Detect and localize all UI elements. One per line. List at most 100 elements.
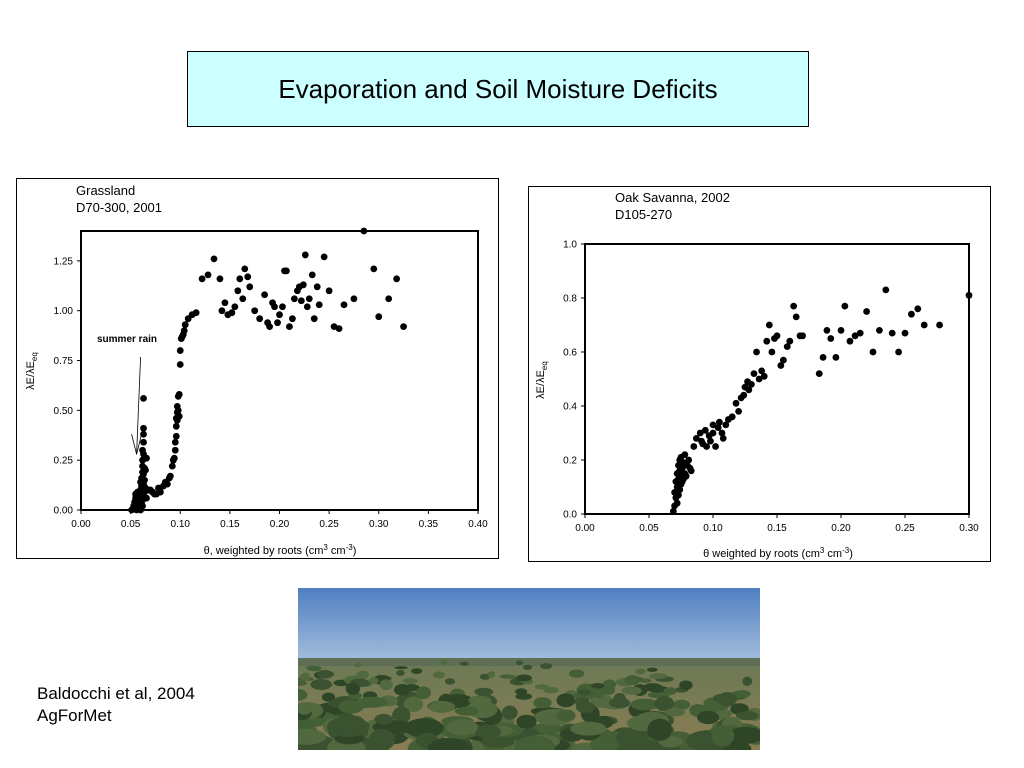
oak-savanna-data-point	[745, 386, 753, 394]
grassland-data-point	[274, 319, 281, 327]
oak-savanna-x-axis-label: θ weighted by roots (cm3 cm-3)	[703, 546, 853, 560]
oak-savanna-data-point	[675, 491, 682, 499]
oak-tree-canopy	[742, 676, 753, 686]
oak-savanna-data-point	[681, 451, 689, 458]
oak-savanna-data-point	[765, 321, 773, 329]
grassland-data-point	[335, 325, 343, 333]
oak-tree-canopy	[440, 659, 448, 666]
grassland-x-tick-label: 0.00	[71, 519, 91, 530]
grassland-data-point	[157, 488, 164, 496]
oak-tree-canopy	[577, 689, 591, 696]
savanna-landscape-image	[298, 588, 760, 750]
grassland-data-point	[360, 227, 368, 235]
oak-savanna-data-point	[832, 354, 840, 361]
oak-savanna-data-point	[690, 443, 698, 450]
oak-tree-canopy	[556, 709, 576, 722]
grassland-data-point	[325, 287, 333, 295]
grassland-data-point	[385, 295, 393, 303]
grassland-data-point	[261, 291, 269, 299]
summer-rain-annotation: summer rain	[97, 334, 157, 345]
oak-savanna-data-point	[722, 421, 730, 429]
oak-savanna-data-point	[696, 429, 704, 437]
oak-tree-canopy	[502, 705, 518, 720]
oak-tree-canopy	[578, 683, 591, 691]
oak-savanna-x-tick-label: 0.00	[575, 523, 595, 534]
oak-tree-canopy	[655, 696, 675, 712]
oak-savanna-data-point	[707, 437, 714, 445]
grassland-scatter-chart: Grassland D70-300, 2001 0.00 0.05 0.10 0.15…	[25, 183, 488, 557]
oak-tree-canopy	[568, 669, 585, 678]
grassland-data-point	[308, 271, 316, 279]
oak-savanna-chart-title-line2: D105-270	[615, 207, 672, 222]
oak-tree-canopy	[317, 670, 334, 679]
grassland-data-point	[192, 309, 200, 317]
oak-tree-canopy	[679, 680, 693, 690]
grassland-data-point	[176, 361, 184, 368]
oak-tree-canopy	[298, 728, 327, 745]
grassland-data-point	[370, 265, 378, 273]
oak-savanna-data-point	[965, 291, 973, 299]
grassland-data-point	[297, 297, 305, 305]
oak-savanna-data-point	[799, 332, 806, 340]
oak-tree-canopy	[499, 674, 516, 679]
oak-tree-canopy	[696, 710, 720, 725]
oak-tree-canopy	[732, 690, 751, 698]
oak-savanna-data-point	[841, 302, 849, 310]
grassland-data-point	[286, 323, 293, 331]
oak-tree-canopy	[624, 675, 641, 685]
oak-savanna-data-point	[863, 308, 870, 315]
oak-tree-canopy	[672, 699, 691, 710]
oak-tree-canopy	[402, 678, 418, 685]
oak-tree-canopy	[646, 667, 658, 672]
oak-savanna-y-tick-label: 0.4	[563, 402, 577, 413]
grassland-y-axis: 0.00 0.25 0.50 0.75 1.00 1.25	[54, 256, 81, 517]
oak-savanna-data-point	[856, 329, 864, 337]
oak-tree-canopy	[533, 697, 552, 709]
landscape-photo-icon	[298, 588, 760, 750]
oak-tree-canopy	[356, 696, 388, 708]
oak-tree-canopy	[374, 713, 393, 725]
grassland-data-points	[128, 227, 407, 514]
grassland-y-tick-label: 1.00	[54, 306, 74, 317]
oak-tree-canopy	[300, 672, 311, 681]
oak-tree-canopy	[717, 692, 738, 707]
oak-savanna-data-point	[719, 435, 727, 442]
grassland-x-tick-label: 0.25	[319, 519, 339, 530]
oak-savanna-y-tick-label: 0.0	[563, 510, 577, 521]
oak-savanna-data-point	[837, 327, 845, 334]
oak-savanna-data-point	[758, 367, 766, 375]
oak-savanna-data-point	[701, 426, 709, 434]
grassland-chart-title-line1: Grassland	[76, 183, 135, 198]
oak-tree-canopy	[403, 684, 420, 692]
grassland-data-point	[139, 502, 146, 510]
oak-savanna-data-point	[780, 356, 787, 364]
oak-savanna-data-point	[740, 391, 748, 399]
grassland-data-point	[171, 438, 179, 446]
grassland-data-point	[310, 315, 318, 323]
oak-tree-canopy	[433, 671, 445, 679]
oak-tree-canopy	[591, 685, 606, 699]
oak-tree-canopy	[590, 694, 614, 708]
oak-savanna-data-point	[755, 375, 763, 383]
grassland-data-point	[400, 323, 407, 331]
grassland-data-point	[228, 309, 236, 317]
oak-savanna-data-point	[777, 362, 785, 369]
oak-savanna-data-points	[669, 286, 973, 515]
grassland-data-point	[216, 275, 224, 283]
oak-tree-canopy	[474, 687, 494, 696]
oak-tree-canopy	[516, 714, 537, 729]
oak-savanna-data-point	[712, 443, 719, 450]
oak-savanna-data-point	[703, 443, 710, 450]
oak-savanna-x-tick-label: 0.10	[703, 523, 723, 534]
oak-savanna-data-point	[682, 472, 690, 480]
oak-savanna-x-tick-label: 0.20	[831, 523, 851, 534]
oak-savanna-chart-title-line1: Oak Savanna, 2002	[615, 190, 730, 205]
grassland-data-point	[241, 265, 249, 273]
grassland-data-point	[174, 406, 182, 414]
oak-tree-canopy	[616, 739, 670, 750]
grassland-data-point	[305, 295, 313, 303]
oak-savanna-data-point	[786, 337, 794, 345]
grassland-x-tick-label: 0.05	[121, 519, 141, 530]
oak-tree-canopy	[298, 689, 308, 701]
oak-tree-canopy	[726, 727, 760, 744]
